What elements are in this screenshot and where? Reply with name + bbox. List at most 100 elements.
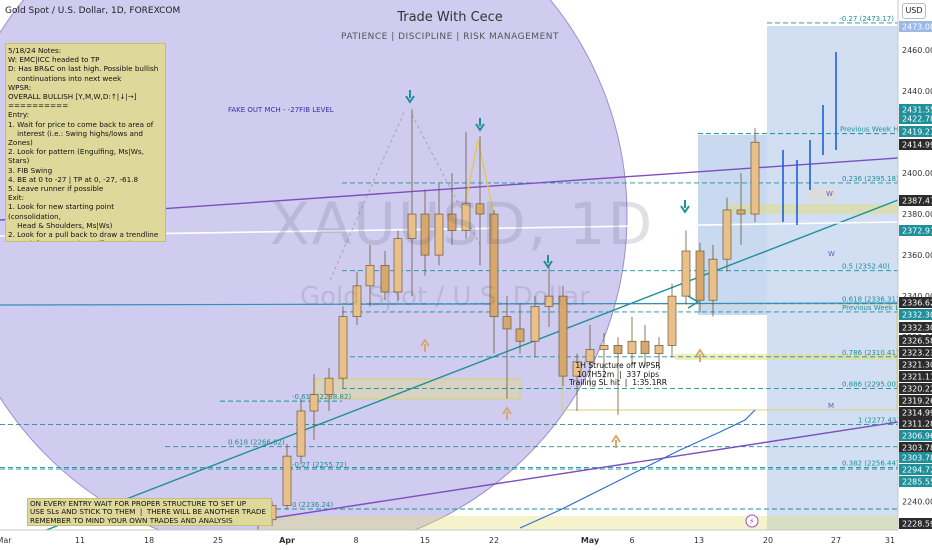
- zone-bottom: [260, 516, 897, 530]
- bottom-note: ON EVERY ENTRY WAIT FOR PROPER STRUCTURE…: [27, 498, 272, 526]
- x-tick-label: 8: [353, 536, 358, 545]
- symbol-watermark: XAUUSD, 1D: [270, 190, 655, 258]
- candle-body: [613, 345, 623, 354]
- candle-body: [434, 213, 444, 256]
- y-tick-label: 2360.00: [902, 251, 932, 260]
- y-tick-label: 2240.00: [902, 497, 932, 506]
- x-tick-label: 25: [213, 536, 223, 545]
- structure-note: 1H Structure off WPSR 107H52m | 337 pips…: [568, 361, 668, 388]
- price-tag-label: 2323.23: [902, 349, 932, 358]
- x-tick-label: 31: [885, 536, 895, 545]
- currency-button[interactable]: USD: [902, 3, 926, 19]
- price-tag-label: 2431.55: [902, 106, 932, 115]
- price-tag-label: 2285.55: [902, 478, 932, 487]
- y-tick-label: 2460.00: [902, 46, 932, 55]
- price-tag: [899, 418, 932, 429]
- brand-title: Trade With Cece: [397, 10, 503, 25]
- price-tag: [899, 464, 932, 475]
- price-tag-label: 2336.62: [902, 299, 932, 308]
- price-tag: [899, 309, 932, 320]
- price-tag-label: 2294.72: [902, 466, 932, 475]
- fib-level-label: 0.618 (2336.31): [842, 296, 899, 304]
- price-tag: [899, 395, 932, 406]
- pattern-label: W: [828, 250, 835, 258]
- price-tag: [899, 371, 932, 382]
- candle-body: [489, 213, 499, 317]
- price-tag-label: 2372.91: [902, 227, 932, 236]
- x-tick-label: 22: [489, 536, 499, 545]
- lightning-icon-glyph: ⚡: [749, 517, 755, 526]
- x-tick-label: 13: [694, 536, 704, 545]
- candle-body: [640, 340, 650, 354]
- candle-body: [475, 203, 485, 215]
- candle-body: [407, 213, 417, 240]
- price-tag: [899, 335, 932, 346]
- y-tick-label: 2340.00: [902, 292, 932, 301]
- price-tag-label: 2306.96: [902, 432, 932, 441]
- right-arrow-icon: [687, 295, 700, 309]
- price-tag: [899, 476, 932, 487]
- x-tick-label: 18: [144, 536, 154, 545]
- candle-body: [708, 258, 718, 301]
- candle-body: [558, 295, 568, 377]
- candle-body: [365, 264, 375, 287]
- price-tag: [899, 407, 932, 418]
- price-tag: [899, 322, 932, 333]
- x-tick-label: May: [581, 536, 600, 545]
- brand-subtitle: PATIENCE | DISCIPLINE | RISK MANAGEMENT: [341, 32, 559, 42]
- x-tick-label: 6: [629, 536, 634, 545]
- blue-trendline: [0, 302, 899, 306]
- candle-body: [393, 238, 403, 293]
- candle-body: [654, 345, 664, 354]
- price-tag-label: 2303.78: [902, 444, 932, 453]
- candle-body: [352, 285, 362, 317]
- candle-body: [420, 213, 430, 256]
- zone-upper: [727, 204, 897, 214]
- candle-body: [667, 295, 677, 346]
- up-arrow-icon: [695, 348, 705, 362]
- pattern-label: M: [828, 402, 834, 410]
- candle-body: [380, 264, 390, 293]
- down-arrow-icon: [405, 90, 415, 104]
- price-tag-label: 2228.59: [902, 520, 932, 529]
- candle-body: [544, 295, 554, 307]
- teal-trendline: [0, 199, 899, 549]
- price-tag-label: 2419.21: [902, 128, 932, 137]
- time-axis[interactable]: [0, 530, 898, 550]
- volume-curve: [519, 409, 756, 529]
- x-tick-label: Apr: [279, 536, 295, 545]
- x-tick-label: 20: [763, 536, 773, 545]
- price-tag-label: 2326.58: [902, 337, 932, 346]
- candle-body: [296, 410, 306, 457]
- pattern-label: W: [826, 190, 833, 198]
- price-tag-label: 2414.99: [902, 141, 932, 150]
- fib-level-label: 0.5 (2352.40): [842, 263, 890, 271]
- fib-level-label: 0.236 (2395.18): [842, 175, 899, 183]
- lightning-icon[interactable]: [745, 514, 759, 528]
- price-tag: [899, 21, 932, 32]
- trading-notes: 5/18/24 Notes: W: EMC|ICC headed to TP D…: [5, 43, 166, 242]
- down-arrow-icon: [680, 200, 690, 214]
- y-tick-label: 2440.00: [902, 87, 932, 96]
- down-arrow-icon: [543, 255, 553, 269]
- price-tag: [899, 347, 932, 358]
- fib-level-label: Previous Week High: [840, 126, 909, 134]
- candle-body: [585, 349, 595, 363]
- fib-level-label: 0.886 (2295.00): [842, 380, 899, 388]
- price-tag-label: 2320.22: [902, 385, 932, 394]
- price-tag-label: 2473.08: [902, 23, 932, 32]
- price-tag: [899, 225, 932, 236]
- price-tag: [899, 195, 932, 206]
- down-arrow-icon: [475, 118, 485, 132]
- pattern-zigzag: [462, 139, 495, 216]
- price-tag: [899, 139, 932, 150]
- up-arrow-icon: [611, 434, 621, 448]
- candle-body: [750, 141, 760, 215]
- price-tag-label: 2387.47: [902, 197, 932, 206]
- fakeout-label: FAKE OUT MCH - -27FIB LEVEL: [228, 106, 334, 114]
- price-tag: [899, 297, 932, 308]
- x-tick-label: 27: [831, 536, 841, 545]
- fib-level-label: -0.618 (2288.82): [292, 393, 351, 401]
- price-tag-label: 2314.99: [902, 409, 932, 418]
